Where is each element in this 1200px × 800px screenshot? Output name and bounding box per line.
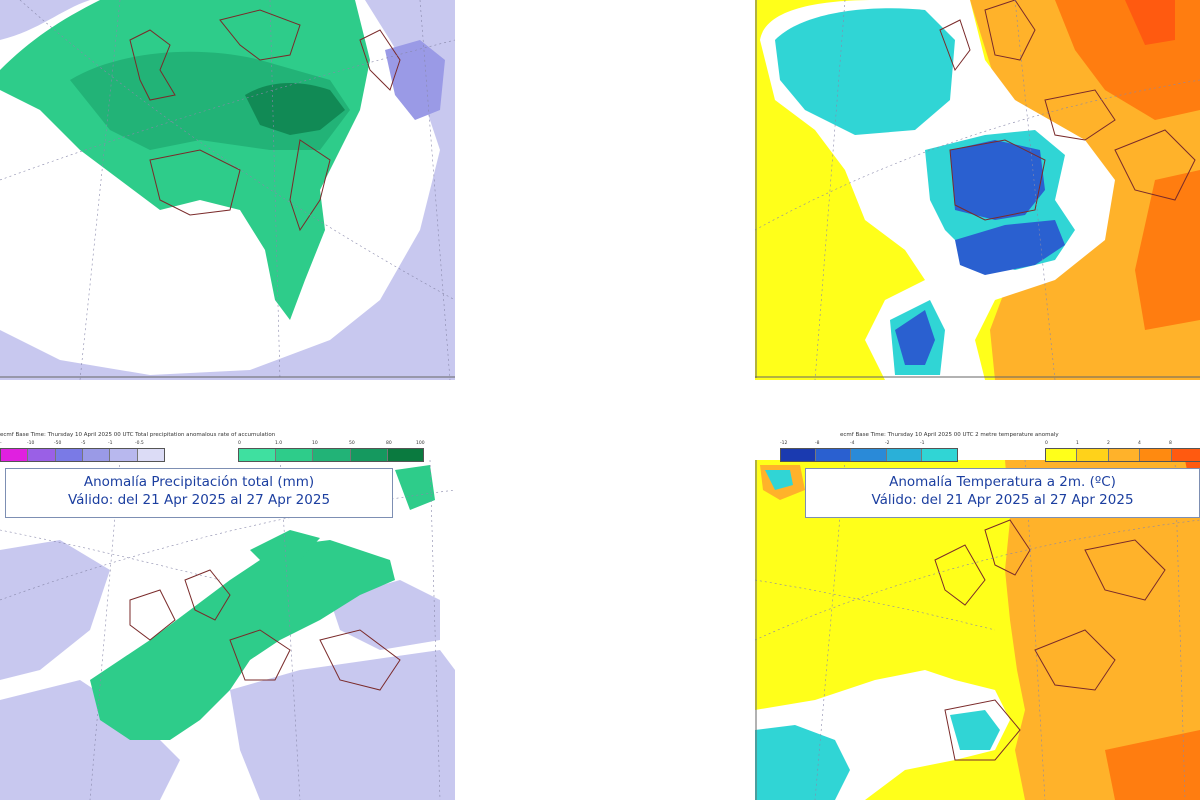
dry-anomaly-west [0,540,110,680]
cold-anomaly-nw [765,470,793,490]
legend-swatch [1077,449,1109,461]
dry-anomaly-east [330,580,440,650]
cold-anomaly-atlantic-south-core [895,310,935,365]
legend-swatch [1108,449,1141,461]
legend-tick: -12 [780,441,788,446]
precip-title-box: Anomalía Precipitación total (mm) Válido… [5,468,393,518]
precip-header: ecmf Base Time: Thursday 10 April 2025 0… [0,432,276,438]
legend-swatch [1140,449,1172,461]
graticule [755,0,1200,380]
legend-swatch [28,449,56,461]
coastlines [939,0,1196,221]
temp-legend-negative-ticks: -12 -8 -4 -2 -1 [780,441,980,446]
graticule [0,0,455,380]
temp-map-week1-canvas [755,0,1200,380]
wet-anomaly-ne [395,465,435,510]
legend-swatch [1171,449,1200,461]
graticule [0,459,455,800]
legend-tick: 4 [1138,441,1141,446]
temp-legend-positive [1045,448,1200,462]
legend-swatch [816,449,852,461]
legend-tick: -8 [815,441,820,446]
warm-anomaly-mid [1005,460,1200,800]
legend-swatch [276,449,314,461]
legend-swatch [55,449,83,461]
cold-anomaly-core-south [955,220,1065,275]
cold-anomaly-iberia [950,710,1000,750]
legend-swatch [921,449,957,461]
wet-anomaly-core [245,83,345,135]
legend-swatch [851,449,887,461]
legend-tick: -1 [108,441,113,446]
legend-tick: -1 [920,441,925,446]
legend-tick: -10 [27,441,35,446]
legend-swatch [137,449,164,461]
legend-tick: 1.0 [275,441,283,446]
legend-tick: 0 [1045,441,1048,446]
legend-tick: -5 [81,441,86,446]
precip-legend-negative-ticks: - -10 -50 -5 -1 -0.5 [0,441,170,446]
temp-title-box: Anomalía Temperatura a 2m. (ºC) Válido: … [805,468,1200,518]
coastlines [129,569,401,691]
legend-tick: -0.5 [135,441,144,446]
dry-anomaly-southwest [0,680,180,800]
legend-swatch [313,449,351,461]
legend-swatch [387,449,424,461]
dry-anomaly-southeast [230,650,455,800]
coastlines [934,519,1166,761]
legend-swatch [82,449,111,461]
legend-tick: 8 [1169,441,1172,446]
legend-tick: -4 [850,441,855,446]
temp-valid-range: Válido: del 21 Apr 2025 al 27 Apr 2025 [871,492,1134,508]
warm-anomaly-core-se [1135,170,1200,330]
warm-anomaly-peak [1125,0,1175,45]
legend-tick: 10 [312,441,318,446]
legend-swatch [781,449,817,461]
legend-tick: 100 [416,441,425,446]
legend-swatch [886,449,922,461]
precip-map-week1-canvas [0,0,455,380]
precip-legend-negative [0,448,165,462]
legend-swatch [110,449,138,461]
precip-legend-positive [238,448,424,462]
cold-anomaly-atlantic [775,8,955,136]
wet-anomaly-band [90,540,395,740]
temp-map-week2: ecmf Base Time: Thursday 10 April 2025 0… [755,430,1200,800]
legend-swatch [1,449,29,461]
cold-anomaly-core [950,140,1045,220]
legend-tick: -50 [54,441,62,446]
legend-tick: 80 [386,441,392,446]
legend-tick: - [0,441,2,446]
precip-valid-range: Válido: del 21 Apr 2025 al 27 Apr 2025 [67,492,331,508]
precip-map-week2: ecmf Base Time: Thursday 10 April 2025 0… [0,430,455,800]
warm-anomaly-core [1105,730,1200,800]
legend-swatch [239,449,277,461]
temp-map-week1 [755,0,1200,380]
temp-legend-negative [780,448,958,462]
legend-tick: 0 [238,441,241,446]
temp-legend-positive-ticks: 0 1 2 4 8 [1045,441,1200,446]
legend-tick: 2 [1107,441,1110,446]
temp-title: Anomalía Temperatura a 2m. (ºC) [889,474,1116,490]
legend-tick: 50 [349,441,355,446]
temp-header: ecmf Base Time: Thursday 10 April 2025 0… [840,432,1059,438]
precip-title: Anomalía Precipitación total (mm) [83,474,315,490]
coastlines [129,9,401,232]
legend-swatch [350,449,388,461]
legend-tick: 1 [1076,441,1079,446]
precip-legend-positive-ticks: 0 1.0 10 50 80 100 [238,441,438,446]
graticule [755,459,1200,800]
precip-map-week1 [0,0,455,380]
cold-anomaly-atlantic [755,725,850,800]
legend-tick: -2 [885,441,890,446]
legend-swatch [1046,449,1078,461]
